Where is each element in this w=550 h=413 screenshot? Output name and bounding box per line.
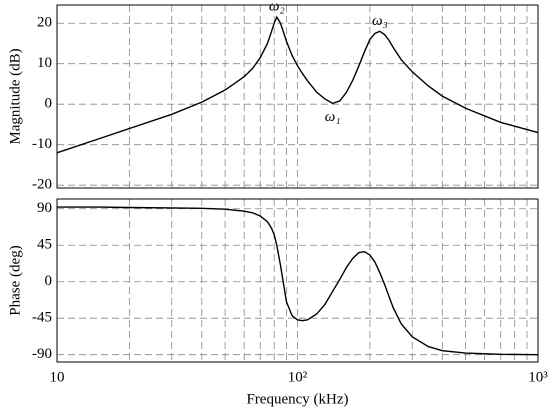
x-tick-label: 10² [288,369,308,385]
x-tick-label: 10³ [528,369,548,385]
line-series [56,15,539,154]
y-axis-label: Phase (deg) [7,245,23,315]
annotation: ω₁ [325,109,341,125]
annotation: ω₃ [372,13,388,29]
y-tick-label: 10 [37,55,52,71]
annotation: ω₂ [269,0,285,15]
y-tick-label: -10 [32,136,52,152]
y-tick-label: 20 [37,15,52,31]
y-tick-label: -20 [32,177,52,193]
line-series [57,206,539,356]
y-axis-label: Magnitude (dB) [7,48,23,144]
plot-frame [56,4,539,189]
y-tick-label: -90 [32,346,52,362]
y-tick-label: 45 [37,237,52,253]
x-axis-label: Frequency (kHz) [246,391,348,407]
plot-frame [56,198,539,363]
y-tick-label: 90 [37,200,52,216]
y-tick-label: -45 [32,310,52,326]
y-tick-label: 0 [45,273,53,289]
y-tick-label: 0 [45,96,53,112]
x-tick-label: 10 [50,369,65,385]
